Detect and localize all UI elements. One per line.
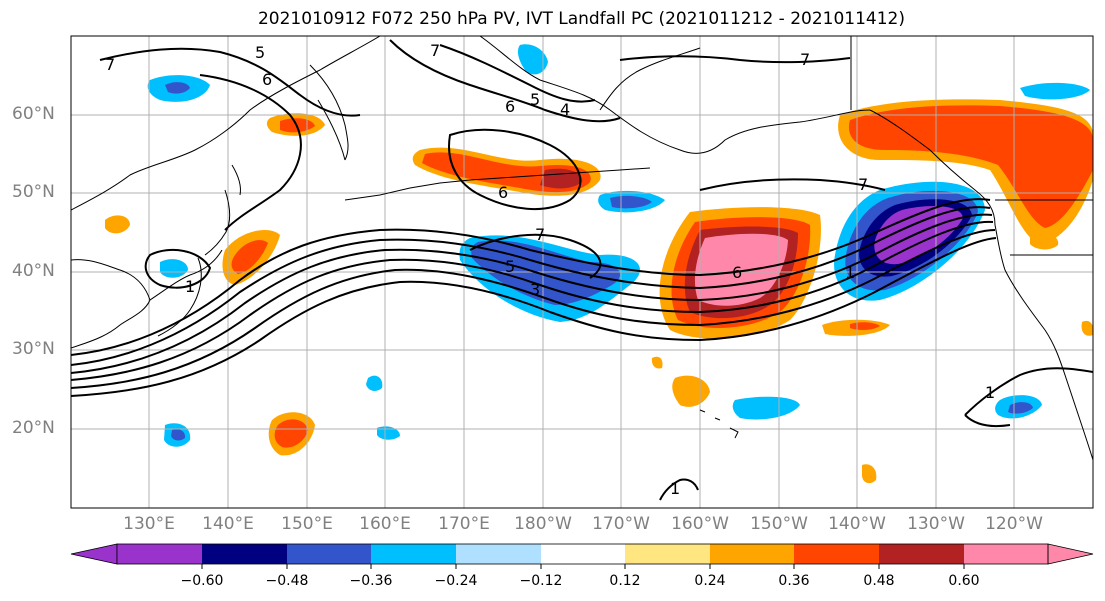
colorbar-label: 0.48	[863, 573, 895, 589]
colorbar-label: −0.12	[519, 573, 563, 589]
contour-label: 4	[560, 100, 570, 119]
colorbar-max-arrow	[1047, 543, 1094, 565]
lon-label: 150°E	[281, 514, 333, 534]
colorbar-label: −0.60	[180, 573, 224, 589]
colorbar-label: 0.60	[948, 573, 980, 589]
contour-labels: 5 7 6 7 6 5 4 7 6 7 7 5 3 6 1 1 1 1	[105, 41, 995, 498]
pv-shading	[105, 44, 1093, 484]
colorbar-segment	[456, 544, 541, 564]
map-frame	[70, 35, 1094, 509]
colorbar-label: 0.24	[694, 573, 726, 589]
lon-label: 120°W	[985, 514, 1043, 534]
colorbar-segment	[287, 544, 371, 564]
map-title: 2021010912 F072 250 hPa PV, IVT Landfall…	[257, 9, 905, 29]
colorbar	[70, 543, 1094, 569]
colorbar-min-arrow	[70, 543, 118, 565]
colorbar-label: −0.24	[434, 573, 478, 589]
lon-label: 170°E	[438, 514, 490, 534]
lat-label: 50°N	[12, 182, 55, 202]
contour-label: 1	[670, 479, 680, 498]
contour-label: 7	[105, 55, 115, 74]
colorbar-label: −0.48	[265, 573, 309, 589]
colorbar-segment	[202, 544, 287, 564]
contour-label: 5	[530, 90, 540, 109]
contour-label: 5	[255, 43, 265, 62]
contour-label: 1	[985, 383, 995, 402]
coastlines	[71, 36, 1093, 461]
colorbar-label: −0.36	[349, 573, 393, 589]
contour-label: 1	[845, 263, 855, 282]
contour-label: 7	[535, 225, 545, 244]
lon-label: 180°W	[514, 514, 572, 534]
contour-label: 3	[530, 280, 540, 299]
colorbar-segment	[117, 544, 202, 564]
ivt-contours	[71, 39, 1093, 501]
contour-label: 6	[505, 97, 515, 116]
lat-label: 30°N	[12, 339, 55, 359]
lon-label: 160°W	[671, 514, 729, 534]
contour-label: 5	[505, 257, 515, 276]
colorbar-label: 0.36	[778, 573, 810, 589]
lon-label: 160°E	[359, 514, 411, 534]
contour-label: 1	[185, 277, 195, 296]
colorbar-segment	[625, 544, 710, 564]
colorbar-segment	[541, 544, 625, 564]
contour-label: 6	[498, 183, 508, 202]
colorbar-label: 0.12	[609, 573, 641, 589]
colorbar-segment	[371, 544, 456, 564]
lon-label: 140°W	[828, 514, 886, 534]
contour-label: 6	[262, 70, 272, 89]
colorbar-segment	[710, 544, 794, 564]
lat-label: 60°N	[12, 104, 55, 124]
contour-label: 7	[858, 175, 868, 194]
colorbar-segment	[794, 544, 879, 564]
contour-label: 6	[732, 263, 742, 282]
colorbar-segment	[964, 544, 1048, 564]
lon-label: 140°E	[202, 514, 254, 534]
lat-label: 40°N	[12, 261, 55, 281]
colorbar-segment	[879, 544, 964, 564]
lon-label: 150°W	[750, 514, 808, 534]
lon-label: 130°W	[907, 514, 965, 534]
contour-label: 7	[430, 41, 440, 60]
contour-label: 7	[800, 50, 810, 69]
lon-label: 130°E	[123, 514, 175, 534]
graticule	[71, 36, 1093, 508]
lat-label: 20°N	[12, 418, 55, 438]
lon-label: 170°W	[592, 514, 650, 534]
